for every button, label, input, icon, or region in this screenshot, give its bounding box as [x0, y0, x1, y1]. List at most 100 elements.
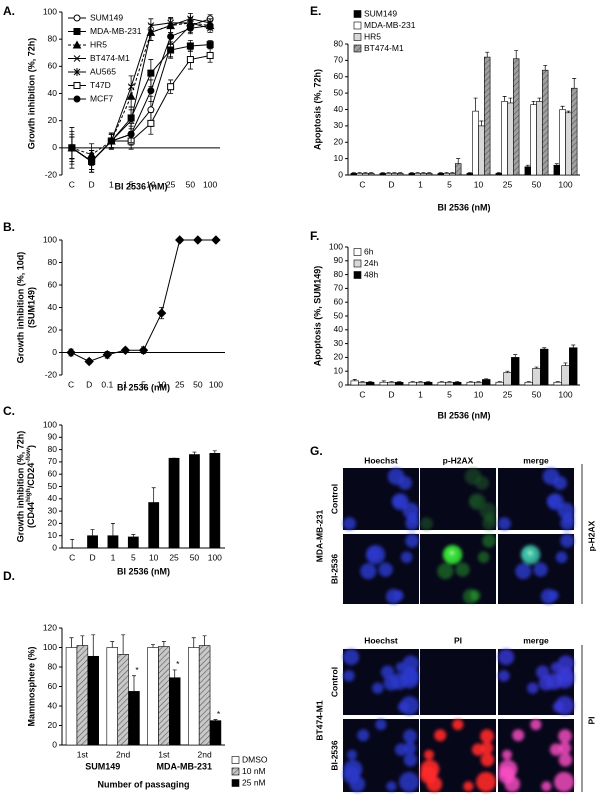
marker — [68, 144, 76, 152]
x-tick-label: 2nd — [116, 749, 130, 759]
y-tick-label: 60 — [48, 681, 58, 691]
y-axis-label-part: (CD44 — [26, 502, 36, 528]
cell — [512, 729, 525, 742]
x-tick-label: 10 — [149, 552, 159, 562]
marker — [138, 345, 149, 355]
x-tick-label: 25 — [503, 389, 513, 399]
error-bar — [468, 381, 473, 383]
legend-label: T47D — [90, 80, 111, 90]
legend-label: BT474-M1 — [364, 43, 404, 53]
x-axis-label: BI 2536 (nM) — [117, 382, 170, 392]
cell — [515, 563, 532, 580]
bar — [530, 104, 537, 176]
cell — [545, 672, 563, 690]
marker — [147, 87, 155, 95]
error-bar — [352, 379, 357, 381]
y-tick-label: 0 — [338, 379, 343, 389]
column-label: Hoechst — [364, 635, 398, 645]
marker — [211, 235, 221, 245]
error-bar — [410, 381, 415, 383]
bar — [565, 112, 572, 176]
error-bar — [110, 523, 115, 536]
cell — [455, 562, 470, 577]
y-tick-label: 80 — [334, 38, 344, 48]
x-tick-label: 100 — [208, 552, 222, 562]
cell — [357, 729, 370, 742]
x-tick-label: 50 — [190, 552, 200, 562]
cell-line-label: MDA-MB-231 — [314, 510, 324, 563]
bar — [395, 381, 404, 386]
error-bar — [421, 172, 426, 174]
bar — [189, 454, 200, 549]
cell — [400, 551, 413, 564]
y-tick-label: -20 — [45, 369, 58, 379]
error-bar — [192, 451, 197, 455]
error-bar — [151, 644, 156, 648]
bar — [209, 452, 221, 549]
panel-label: A. — [3, 4, 15, 18]
x-tick-label: C — [359, 179, 365, 189]
cell — [498, 759, 518, 779]
legend-label: SUM149 — [90, 12, 123, 22]
legend-swatch — [353, 44, 362, 53]
marker — [156, 308, 167, 318]
bar — [540, 348, 549, 386]
cell — [402, 655, 419, 672]
error-bar — [426, 381, 431, 383]
error-bar — [213, 719, 218, 721]
error-bar — [444, 172, 449, 174]
y-tick-label: 20 — [48, 324, 58, 334]
cell — [533, 562, 548, 577]
y-axis-label: Growth inhibition (%, 72h) — [26, 38, 36, 150]
bar — [117, 654, 129, 746]
error-bar — [398, 172, 403, 174]
marker — [167, 32, 175, 40]
bar — [391, 173, 398, 176]
error-bar — [351, 172, 356, 174]
cell — [498, 670, 510, 682]
error-bar — [555, 381, 560, 383]
error-bar — [415, 172, 420, 174]
cell — [463, 781, 474, 792]
cell — [395, 662, 406, 673]
error-bar — [566, 110, 571, 113]
y-tick-label: 80 — [48, 661, 58, 671]
y-tick-label: 60 — [334, 71, 344, 81]
y-tick-label: 80 — [48, 444, 58, 454]
y-tick-label: 20 — [48, 115, 58, 125]
cell — [554, 771, 574, 792]
cells — [343, 468, 419, 531]
marker — [73, 95, 81, 103]
bar — [507, 102, 514, 176]
x-tick-label: 25 — [503, 179, 513, 189]
bar — [474, 381, 483, 386]
marker — [206, 51, 214, 59]
legend-label: 24h — [364, 258, 378, 268]
error-bar — [131, 534, 136, 537]
error-bar — [80, 635, 85, 646]
cell — [378, 562, 393, 577]
error-bar — [473, 97, 478, 112]
cells — [498, 719, 574, 792]
cell — [535, 665, 550, 679]
bar — [495, 381, 504, 386]
y-axis-label: Growth inhibition (%, 10d) — [15, 252, 25, 364]
cell — [558, 741, 572, 755]
error-bar — [542, 347, 547, 350]
y-tick-label: 10 — [334, 365, 344, 375]
cells — [420, 468, 496, 531]
y-tick-label: 20 — [48, 518, 58, 528]
cell — [343, 649, 360, 666]
error-bar — [496, 172, 501, 174]
column-label: merge — [523, 635, 549, 645]
y-tick-label: 70 — [48, 456, 58, 466]
y-axis-label: (CD44high/CD24-/low) — [25, 445, 36, 528]
significance: * — [217, 709, 221, 719]
error-bar — [485, 51, 490, 58]
error-bar — [110, 641, 115, 648]
cell — [420, 517, 433, 531]
cell — [437, 563, 454, 580]
legend-label: 25 nM — [242, 777, 266, 787]
error-bar — [456, 158, 461, 164]
legend-swatch — [353, 21, 362, 30]
